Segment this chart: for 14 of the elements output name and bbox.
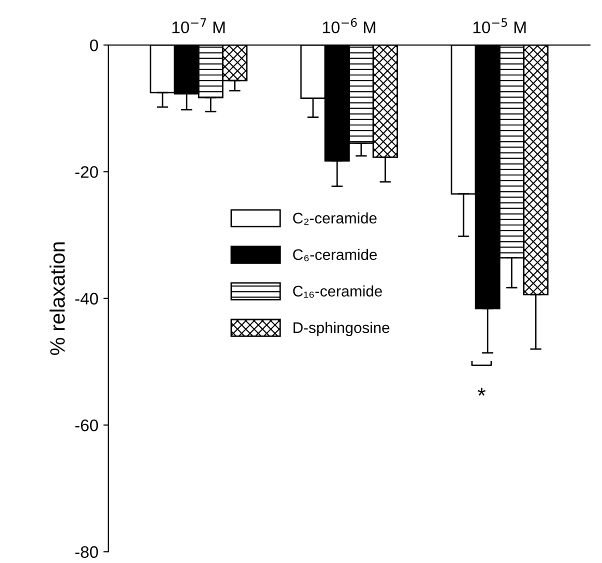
y-tick-label: -20 xyxy=(75,166,98,178)
x-tick-label: 10$^{−6}$ M xyxy=(322,18,376,34)
legend-label: C₁₆-ceramide xyxy=(293,285,382,298)
x-tick-label: 10$^{−7}$ M xyxy=(172,18,225,34)
x-tick-label: 10$^{−5}$ M xyxy=(473,18,526,34)
y-tick-label: -40 xyxy=(75,292,98,305)
y-tick-label: -80 xyxy=(75,546,98,558)
y-tick-label: 0 xyxy=(90,39,98,52)
y-axis-title: % relaxation xyxy=(50,242,65,355)
legend-label: C₂-ceramide xyxy=(293,212,377,225)
y-tick-label: -60 xyxy=(75,419,98,432)
legend-label: C₆-ceramide xyxy=(293,248,377,262)
annotation: * xyxy=(478,388,486,396)
legend-label: D-sphingosine xyxy=(294,322,390,336)
